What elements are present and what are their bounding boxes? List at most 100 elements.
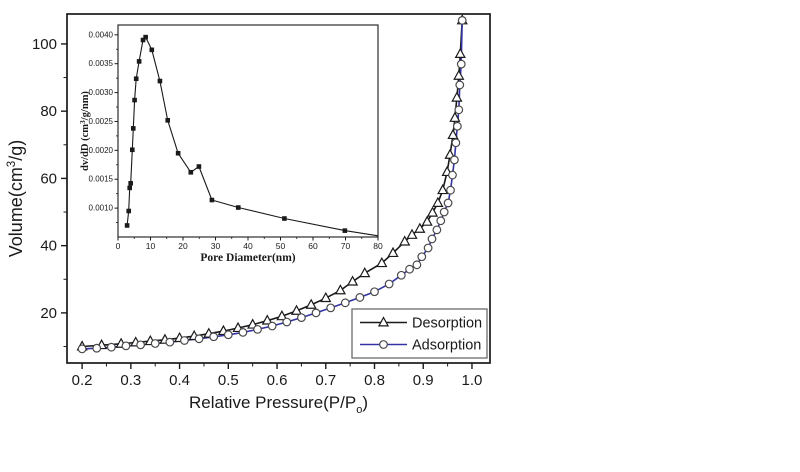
adsorption-marker [384, 279, 394, 289]
pore-distribution-marker [130, 147, 135, 153]
inset-x-tick-label: 30 [211, 241, 221, 251]
desorption-marker [451, 91, 463, 102]
pore-distribution-marker [235, 205, 241, 210]
adsorption-marker [223, 330, 233, 340]
main-plot-border [66, 13, 491, 364]
adsorption-marker [150, 339, 160, 348]
pore-distribution-marker [130, 126, 136, 131]
desorption-marker [346, 275, 359, 286]
adsorption-marker [457, 15, 467, 25]
legend-circle-marker [379, 340, 388, 349]
x-tick-label: 1.0 [462, 372, 483, 389]
inset-x-tick-label: 20 [178, 241, 188, 251]
pore-distribution-marker [165, 118, 171, 123]
desorption-marker [261, 314, 273, 325]
adsorption-marker [340, 298, 350, 308]
desorption-marker [399, 235, 411, 246]
desorption-marker [376, 256, 388, 268]
y-tick-label: 40 [40, 238, 57, 255]
desorption-marker [290, 304, 303, 315]
pore-distribution-marker [140, 37, 146, 43]
legend-label: Desorption [412, 316, 482, 332]
desorption-marker [421, 215, 433, 226]
inset-y-axis-title: dv/dD (cm3/g/nm) [78, 91, 91, 171]
desorption-marker [454, 47, 466, 59]
adsorption-marker [456, 59, 466, 69]
pore-distribution-marker [342, 228, 348, 233]
adsorption-marker [448, 170, 457, 180]
adsorption-marker [253, 324, 262, 334]
pore-distribution-line [126, 36, 379, 237]
y-tick-label: 80 [40, 103, 57, 120]
desorption-marker [305, 298, 317, 309]
desorption-marker [414, 222, 426, 233]
x-tick-label: 0.3 [120, 372, 141, 389]
pore-distribution-marker [133, 76, 139, 82]
desorption-marker [276, 310, 288, 321]
pore-distribution-marker [282, 216, 287, 221]
pore-distribution-marker [126, 208, 132, 214]
pore-distribution-marker [209, 197, 215, 203]
adsorption-marker [355, 293, 365, 302]
inset-x-tick-label: 10 [146, 241, 156, 251]
y-axis-title: Volume(cm3/g) [6, 140, 26, 257]
adsorption-marker [455, 80, 465, 90]
x-tick-label: 0.9 [413, 372, 434, 389]
adsorption-marker [209, 332, 219, 342]
legend-box [351, 308, 488, 359]
inset-plot: 0 10 20 30 40 50 60 70 80 0.0010 0.0015 0.0020 0.002… [78, 24, 383, 264]
adsorption-marker [180, 336, 189, 345]
inset-x-axis-title: Pore Diameter(nm) [200, 252, 295, 264]
adsorption-marker [396, 270, 406, 280]
pore-distribution-marker [128, 180, 133, 186]
adsorption-marker [412, 260, 422, 270]
adsorption-marker [136, 340, 145, 350]
adsorption-marker [326, 303, 336, 313]
inset-y-tick-label: 0.0020 [89, 146, 114, 155]
adsorption-marker [451, 138, 461, 148]
desorption-marker [447, 128, 459, 140]
desorption-marker [426, 206, 439, 217]
legend-triangle-marker [377, 316, 390, 327]
adsorption-marker [417, 252, 427, 262]
desorption-marker [449, 111, 461, 122]
adsorption-marker [370, 287, 379, 297]
pore-distribution-marker [149, 47, 155, 53]
adsorption-marker [432, 225, 442, 235]
desorption-marker [432, 196, 444, 207]
inset-y-tick-label: 0.0040 [89, 30, 114, 39]
pore-distribution-marker [124, 223, 130, 228]
adsorption-marker [297, 313, 306, 323]
adsorption-marker [405, 264, 414, 274]
inset-x-tick-label: 60 [308, 241, 318, 251]
adsorption-marker [443, 198, 453, 208]
inset-y-tick-label: 0.0030 [89, 88, 114, 97]
legend-label: Adsorption [412, 338, 481, 354]
inset-background [118, 25, 378, 237]
inset-x-tick-label: 70 [341, 241, 351, 251]
adsorption-marker [427, 234, 437, 244]
adsorption-marker [282, 317, 292, 327]
y-tick-label: 20 [40, 305, 57, 322]
adsorption-marker [106, 342, 116, 352]
inset-y-tick-label: 0.0025 [89, 117, 114, 126]
x-tick-label: 0.6 [267, 372, 288, 389]
x-tick-label: 0.2 [72, 372, 93, 389]
desorption-marker [387, 246, 399, 258]
pore-distribution-marker [136, 59, 142, 64]
adsorption-marker [165, 337, 175, 347]
adsorption-marker [423, 243, 433, 253]
pore-distribution-marker [175, 150, 181, 156]
adsorption-marker [446, 185, 455, 195]
x-tick-label: 0.5 [218, 372, 239, 389]
desorption-marker [406, 228, 418, 239]
desorption-marker [334, 284, 347, 295]
adsorption-marker [194, 334, 204, 344]
inset-x-tick-label: 0 [116, 241, 121, 251]
pore-distribution-marker [188, 170, 194, 175]
adsorption-marker [452, 121, 462, 131]
inset-y-tick-label: 0.0015 [89, 175, 114, 184]
adsorption-marker [450, 155, 459, 165]
inset-x-tick-label: 80 [373, 241, 383, 251]
pore-distribution-marker [157, 78, 163, 84]
